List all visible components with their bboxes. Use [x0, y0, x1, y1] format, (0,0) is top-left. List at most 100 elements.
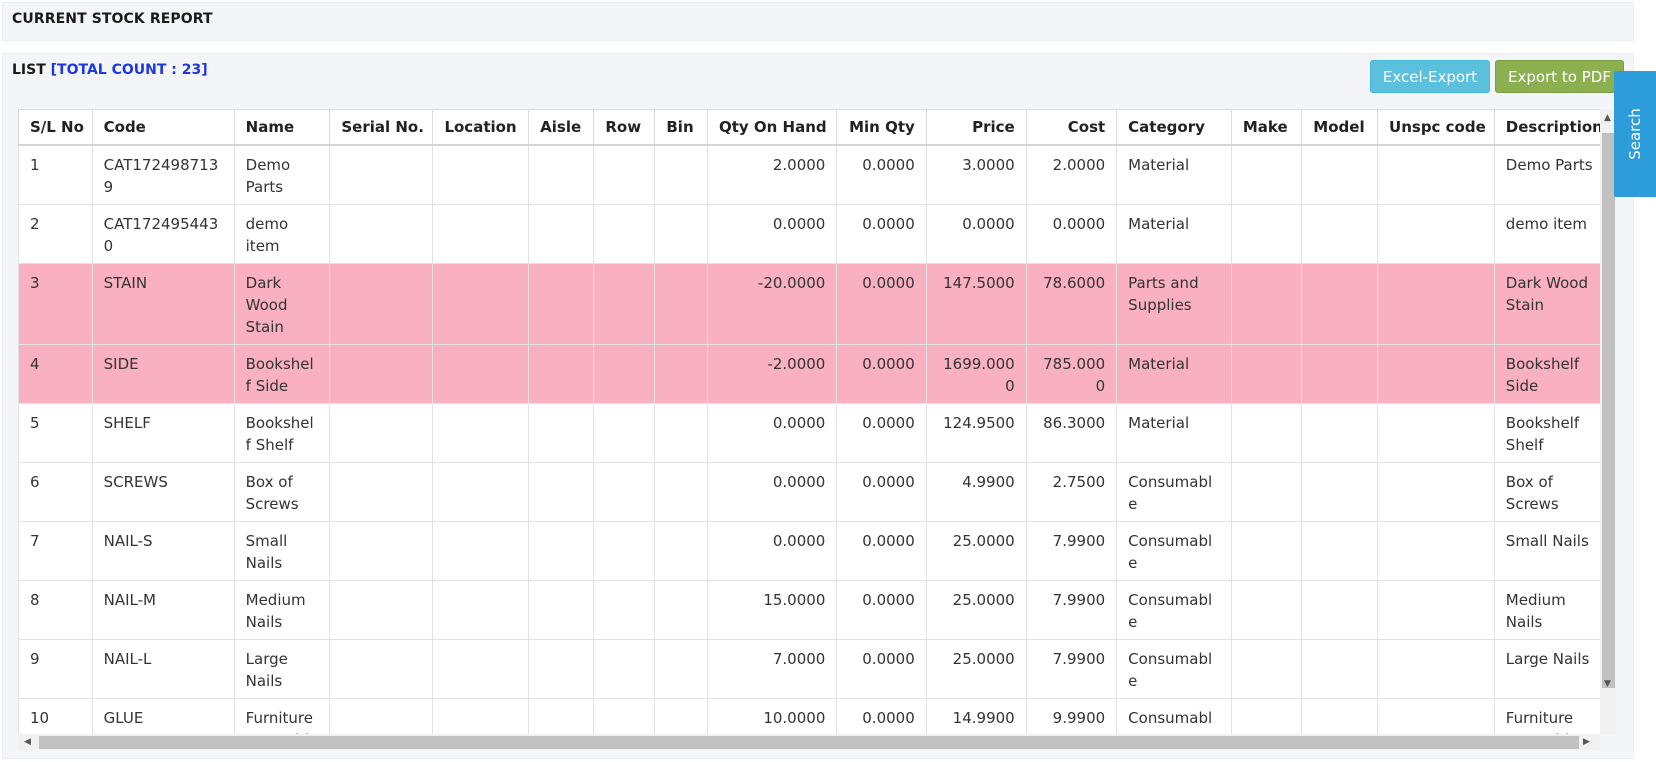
table-row[interactable]: 5 SHELF Bookshelf Shelf 0.0000 0.0000 124.950… [18, 403, 1616, 463]
horizontal-scrollbar[interactable]: ◀ ▶ [18, 734, 1600, 750]
column-header-make[interactable]: Make [1230, 109, 1303, 146]
column-header-sl-no[interactable]: S/L No [18, 109, 93, 146]
scroll-up-arrow-icon[interactable]: ▲ [1604, 113, 1611, 123]
cell-bin [654, 263, 708, 345]
cell-make [1230, 204, 1303, 264]
table-row[interactable]: 7 NAIL-S Small Nails 0.0000 0.0000 25.0000 7.9… [18, 521, 1616, 581]
cell-location [432, 462, 530, 522]
cell-row [593, 639, 656, 699]
page-title: CURRENT STOCK REPORT [12, 11, 213, 27]
cell-make [1230, 263, 1303, 345]
scroll-left-arrow-icon[interactable]: ◀ [24, 737, 31, 747]
cell-model [1301, 639, 1379, 699]
cell-sl-no: 2 [18, 204, 93, 264]
column-header-description[interactable]: Description [1493, 109, 1616, 146]
cell-aisle [528, 403, 595, 463]
export-pdf-button[interactable]: Export to PDF [1495, 60, 1624, 93]
cell-sl-no: 9 [18, 639, 93, 699]
table-row[interactable]: 9 NAIL-L Large Nails 7.0000 0.0000 25.0000 7.9… [18, 639, 1616, 699]
column-header-bin[interactable]: Bin [654, 109, 708, 146]
cell-model [1301, 263, 1379, 345]
cell-price: 124.9500 [925, 403, 1027, 463]
cell-model [1301, 580, 1379, 640]
cell-category: Material [1116, 144, 1232, 205]
horizontal-scrollbar-thumb[interactable] [39, 736, 1579, 749]
cell-code: GLUE [91, 698, 235, 734]
cell-location [432, 698, 530, 734]
cell-price: 0.0000 [925, 204, 1027, 264]
scroll-down-arrow-icon[interactable]: ▼ [1604, 679, 1611, 689]
cell-bin [654, 204, 708, 264]
scroll-right-arrow-icon[interactable]: ▶ [1583, 737, 1590, 747]
cell-unspc-code [1377, 580, 1495, 640]
cell-unspc-code [1377, 639, 1495, 699]
cell-cost: 2.7500 [1025, 462, 1118, 522]
cell-cost: 7.9900 [1025, 639, 1118, 699]
cell-aisle [528, 639, 595, 699]
cell-location [432, 521, 530, 581]
excel-export-button[interactable]: Excel-Export [1370, 60, 1490, 93]
cell-serial-no [329, 462, 434, 522]
table-row[interactable]: 8 NAIL-M Medium Nails 15.0000 0.0000 25.0000 7… [18, 580, 1616, 640]
column-header-row[interactable]: Row [593, 109, 656, 146]
column-header-model[interactable]: Model [1301, 109, 1379, 146]
cell-serial-no [329, 639, 434, 699]
table-row[interactable]: 1 CAT1724987139 Demo Parts 2.0000 0.0000 3.00… [18, 144, 1616, 205]
cell-row [593, 344, 656, 404]
cell-aisle [528, 580, 595, 640]
column-header-price[interactable]: Price [925, 109, 1027, 146]
cell-model [1301, 698, 1379, 734]
column-header-location[interactable]: Location [432, 109, 530, 146]
cell-description: Demo Parts [1493, 144, 1616, 205]
column-header-code[interactable]: Code [91, 109, 235, 146]
column-header-aisle[interactable]: Aisle [528, 109, 595, 146]
cell-serial-no [329, 263, 434, 345]
cell-cost: 9.9900 [1025, 698, 1118, 734]
cell-row [593, 698, 656, 734]
column-header-serial-no[interactable]: Serial No. [329, 109, 434, 146]
cell-unspc-code [1377, 263, 1495, 345]
cell-sl-no: 1 [18, 144, 93, 205]
column-header-min-qty[interactable]: Min Qty [836, 109, 927, 146]
table-row[interactable]: 4 SIDE Bookshelf Side -2.0000 0.0000 1699.000… [18, 344, 1616, 404]
table-row[interactable]: 3 STAIN Dark Wood Stain -20.0000 0.0000 147.5… [18, 263, 1616, 345]
cell-category: Consumable [1116, 698, 1232, 734]
cell-qty-on-hand: 0.0000 [706, 462, 838, 522]
cell-description: Small Nails [1493, 521, 1616, 581]
column-header-name[interactable]: Name [233, 109, 331, 146]
vertical-scrollbar-thumb[interactable] [1602, 133, 1615, 688]
column-header-category[interactable]: Category [1116, 109, 1232, 146]
cell-qty-on-hand: -20.0000 [706, 263, 838, 345]
cell-code: NAIL-M [91, 580, 235, 640]
cell-serial-no [329, 344, 434, 404]
cell-name: Bookshelf Shelf [233, 403, 331, 463]
cell-description: Medium Nails [1493, 580, 1616, 640]
cell-location [432, 144, 530, 205]
column-header-qty-on-hand[interactable]: Qty On Hand [706, 109, 838, 146]
cell-name: Furniture Assembly [233, 698, 331, 734]
cell-aisle [528, 698, 595, 734]
cell-description: demo item [1493, 204, 1616, 264]
table-row[interactable]: 6 SCREWS Box of Screws 0.0000 0.0000 4.9900 2.… [18, 462, 1616, 522]
cell-bin [654, 580, 708, 640]
cell-qty-on-hand: 10.0000 [706, 698, 838, 734]
cell-cost: 785.0000 [1025, 344, 1118, 404]
cell-unspc-code [1377, 521, 1495, 581]
vertical-scrollbar[interactable]: ▲ ▼ [1600, 109, 1616, 734]
table-body: 1 CAT1724987139 Demo Parts 2.0000 0.0000 3.00… [18, 144, 1616, 734]
table-row[interactable]: 2 CAT1724954430 demo item 0.0000 0.0000 0.000… [18, 204, 1616, 264]
cell-code: CAT1724954430 [91, 204, 235, 264]
cell-name: demo item [233, 204, 331, 264]
search-tab-button[interactable]: Search [1614, 71, 1656, 197]
column-header-cost[interactable]: Cost [1025, 109, 1118, 146]
column-header-unspc-code[interactable]: Unspc code [1377, 109, 1495, 146]
cell-category: Material [1116, 204, 1232, 264]
search-tab-label: Search [1626, 108, 1645, 160]
cell-sl-no: 6 [18, 462, 93, 522]
cell-description: Furniture Assembly [1493, 698, 1616, 734]
cell-cost: 7.9900 [1025, 580, 1118, 640]
cell-aisle [528, 204, 595, 264]
cell-category: Consumable [1116, 462, 1232, 522]
cell-price: 25.0000 [925, 580, 1027, 640]
